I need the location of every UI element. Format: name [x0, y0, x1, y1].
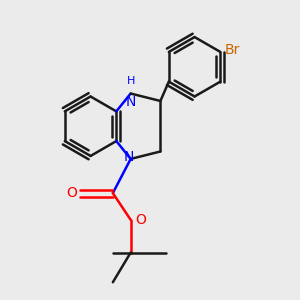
- Text: Br: Br: [225, 44, 240, 57]
- Text: H: H: [127, 76, 135, 86]
- Text: O: O: [66, 186, 77, 200]
- Text: O: O: [135, 213, 146, 227]
- Text: N: N: [124, 150, 134, 164]
- Text: N: N: [125, 95, 136, 109]
